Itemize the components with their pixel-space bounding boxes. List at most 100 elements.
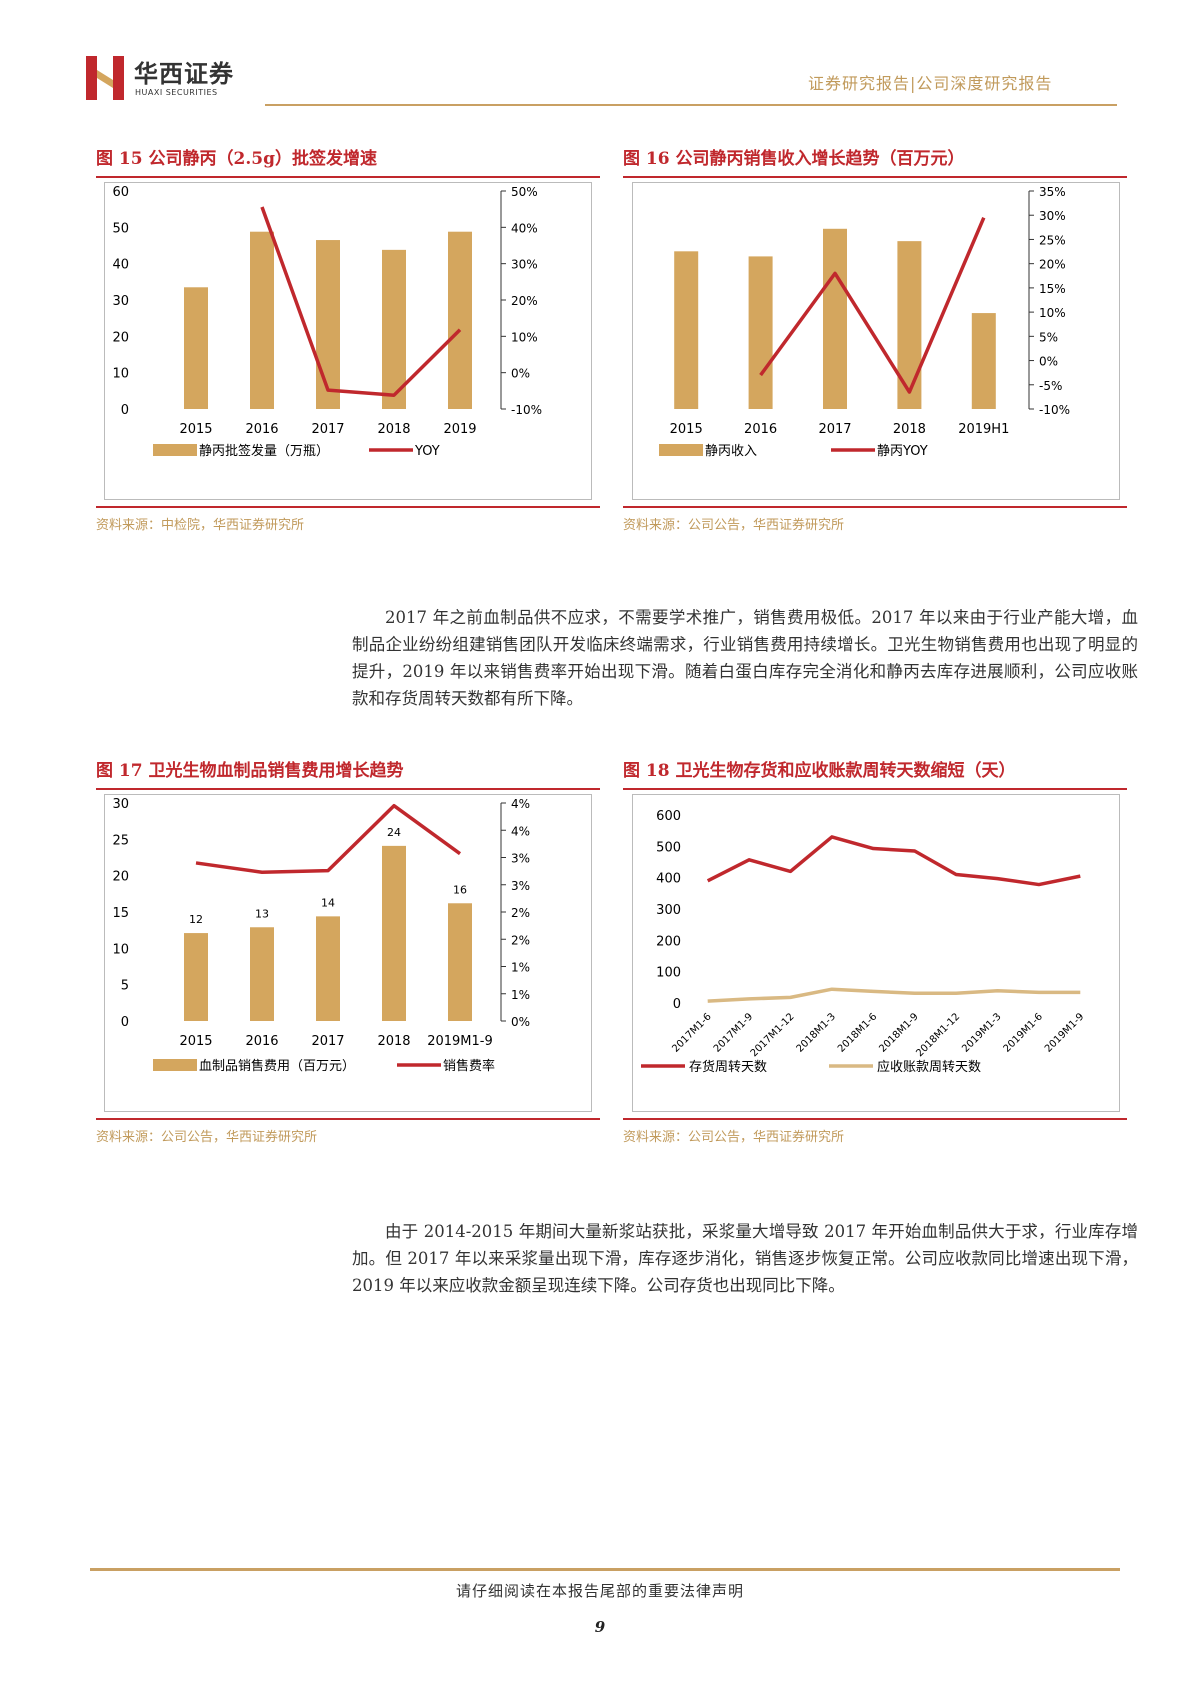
fig17-chart: 0 5 10 15 20 25 30 0% 1% 1% 2% 2% 3% 3% 4% 4% 12 13 14 24 16… bbox=[112, 797, 530, 1074]
header-rule bbox=[265, 104, 1117, 106]
y-tick-label: 10 bbox=[112, 942, 129, 957]
fig15-source: 资料来源：中检院，华西证券研究所 bbox=[96, 518, 305, 533]
y2-tick-label: 10% bbox=[511, 330, 538, 344]
fig16-title: 图 16 公司静丙销售收入增长趋势（百万元） bbox=[623, 149, 965, 169]
y-tick-label: 400 bbox=[656, 872, 681, 887]
x-tick-label: 2016 bbox=[245, 1034, 278, 1049]
fig16-title-rule bbox=[623, 176, 1127, 178]
legend-label: YOY bbox=[414, 444, 440, 459]
y-tick-label: 5 bbox=[121, 979, 129, 994]
bar-data-label: 16 bbox=[453, 883, 467, 896]
body-paragraph-2: 由于 2014-2015 年期间大量新浆站获批，采浆量大增导致 2017 年开始… bbox=[352, 1222, 1138, 1295]
y2-tick-label: -10% bbox=[511, 403, 542, 417]
legend-label: 静丙收入 bbox=[705, 444, 757, 459]
bar bbox=[250, 927, 274, 1021]
huaxi-logo-icon bbox=[86, 56, 124, 100]
y-tick-label: 0 bbox=[121, 403, 129, 418]
y2-tick-label: 50% bbox=[511, 185, 538, 199]
y-tick-label: 60 bbox=[112, 185, 129, 200]
y2-tick-label: 2% bbox=[511, 906, 530, 920]
bar-data-label: 14 bbox=[321, 896, 335, 909]
y-tick-label: 20 bbox=[112, 330, 129, 345]
x-tick-label: 2018 bbox=[377, 1034, 410, 1049]
legend-label: 应收账款周转天数 bbox=[877, 1059, 981, 1075]
x-tick-label: 2017 bbox=[818, 422, 851, 437]
legend-swatch-bar bbox=[153, 444, 197, 456]
series-line bbox=[195, 803, 462, 874]
fig16-chart: 050100150200250300-10%-5%0%5%10%15%20%25… bbox=[590, 185, 1070, 459]
page-number: 9 bbox=[594, 1618, 606, 1636]
y2-tick-label: 15% bbox=[1039, 282, 1066, 296]
x-tick-label: 2019H1 bbox=[958, 422, 1009, 437]
x-tick-label: 2018 bbox=[377, 422, 410, 437]
fig15-title-rule bbox=[96, 176, 600, 178]
y2-tick-label: 35% bbox=[1039, 185, 1066, 199]
fig18-chart: 0 100 200 300 400 500 600 2017M1-62017M1-92017M… bbox=[641, 809, 1086, 1075]
x-tick-label: 2019M1-9 bbox=[1043, 1011, 1086, 1054]
x-tick-label: 2017M1-6 bbox=[670, 1011, 713, 1054]
fig16-source: 资料来源：公司公告，华西证券研究所 bbox=[623, 518, 845, 533]
y-tick-label: 15 bbox=[112, 906, 129, 921]
y2-tick-label: 5% bbox=[1039, 330, 1058, 344]
y2-tick-label: 30% bbox=[511, 258, 538, 272]
legend-swatch-bar bbox=[153, 1059, 197, 1071]
y-tick-label: 0 bbox=[121, 1015, 129, 1030]
bar bbox=[316, 916, 340, 1021]
fig18-bottom-rule bbox=[623, 1118, 1127, 1120]
bar bbox=[184, 933, 208, 1021]
fig18-source: 资料来源：公司公告，华西证券研究所 bbox=[623, 1130, 845, 1145]
y2-tick-label: 0% bbox=[511, 367, 530, 381]
x-tick-label: 2016 bbox=[744, 422, 777, 437]
fig17-source: 资料来源：公司公告，华西证券研究所 bbox=[96, 1130, 318, 1145]
y-tick-label: 30 bbox=[112, 294, 129, 309]
y-tick-label: 20 bbox=[112, 870, 129, 885]
bar bbox=[382, 845, 406, 1021]
y-tick-label: 100 bbox=[656, 966, 681, 981]
bar bbox=[448, 903, 472, 1021]
y2-tick-label: 20% bbox=[511, 294, 538, 308]
x-tick-label: 2018M1-9 bbox=[877, 1011, 920, 1054]
legal-disclaimer-link[interactable]: 请仔细阅读在本报告尾部的重要法律声明 bbox=[455, 1582, 744, 1600]
y-tick-label: 300 bbox=[656, 903, 681, 918]
y2-tick-label: -10% bbox=[1039, 403, 1070, 417]
x-tick-label: 2015 bbox=[179, 422, 212, 437]
y2-tick-label: 3% bbox=[511, 852, 530, 866]
legend-label: 静丙批签发量（万瓶） bbox=[199, 443, 329, 459]
fig16-bottom-rule bbox=[623, 506, 1127, 508]
bar bbox=[674, 251, 699, 409]
y2-tick-label: 3% bbox=[511, 879, 530, 893]
y-tick-label: 500 bbox=[656, 840, 681, 855]
fig16-frame: 050100150200250300-10%-5%0%5%10%15%20%25… bbox=[590, 182, 1120, 500]
bar bbox=[748, 256, 773, 409]
bar-data-label: 24 bbox=[387, 826, 401, 839]
bar bbox=[250, 231, 274, 409]
y2-tick-label: 4% bbox=[511, 824, 530, 838]
y2-tick-label: 10% bbox=[1039, 306, 1066, 320]
x-tick-label: 2018 bbox=[893, 422, 926, 437]
y-tick-label: 200 bbox=[656, 934, 681, 949]
fig18-frame: 0 100 200 300 400 500 600 2017M1-6 2017M1-9 2017M… bbox=[632, 794, 1120, 1112]
bar-data-label: 13 bbox=[255, 907, 269, 920]
fig18-title-rule bbox=[623, 788, 1127, 790]
y2-tick-label: 2% bbox=[511, 933, 530, 947]
legend-label: 静丙YOY bbox=[877, 444, 928, 459]
x-tick-label: 2017 bbox=[311, 422, 344, 437]
y2-tick-label: 1% bbox=[511, 961, 530, 975]
body-paragraph-1: 2017 年之前血制品供不应求，不需要学术推广，销售费用极低。2017 年以来由… bbox=[352, 608, 1138, 708]
bar bbox=[823, 228, 847, 409]
x-tick-label: 2017M1-9 bbox=[712, 1011, 755, 1054]
bar bbox=[448, 231, 472, 409]
footer-rule bbox=[90, 1568, 1120, 1571]
y2-tick-label: 40% bbox=[511, 221, 538, 235]
x-tick-label: 2017M1-12 bbox=[749, 1011, 797, 1059]
y-tick-label: 600 bbox=[656, 809, 681, 824]
bar-data-label: 12 bbox=[189, 913, 203, 926]
y-tick-label: 0 bbox=[673, 997, 681, 1012]
y2-tick-label: 4% bbox=[511, 797, 530, 811]
y-tick-label: 30 bbox=[112, 797, 129, 812]
legend-swatch-bar bbox=[659, 444, 703, 456]
x-tick-label: 2016 bbox=[245, 422, 278, 437]
fig17-frame: 0 5 10 15 20 25 30 0% 1% 1% 2% 2% 3% 3% 4% 4% 12 13 14 24 16… bbox=[104, 794, 592, 1112]
series-line bbox=[707, 987, 1081, 1003]
y2-tick-label: 1% bbox=[511, 988, 530, 1002]
